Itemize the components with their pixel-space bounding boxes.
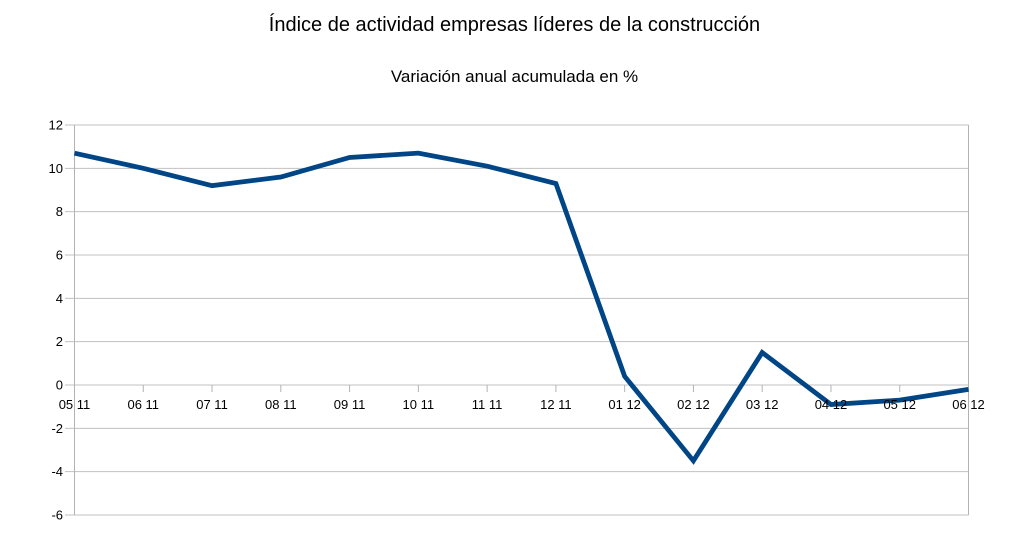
x-axis-category-label: 05 11: [59, 397, 91, 412]
y-axis-tick-label: 2: [56, 334, 63, 349]
y-axis-tick-label: -4: [51, 464, 63, 479]
x-axis-category-label: 01 12: [608, 397, 641, 412]
x-axis-category-label: 02 12: [677, 397, 710, 412]
x-axis-category-label: 07 11: [196, 397, 228, 412]
x-axis-category-label: 10 11: [403, 397, 435, 412]
x-axis-category-label: 09 11: [334, 397, 366, 412]
x-axis-category-label: 03 12: [746, 397, 779, 412]
y-axis-tick-label: 4: [56, 291, 63, 306]
y-axis-tick-label: 8: [56, 204, 63, 219]
chart-subtitle: Variación anual acumulada en %: [390, 67, 639, 86]
x-axis-category-label: 11 11: [472, 397, 503, 412]
x-axis-category-label: 08 11: [265, 397, 297, 412]
x-axis-category-label: 04 12: [815, 397, 848, 412]
x-axis-category-label: 05 12: [883, 397, 916, 412]
y-axis-tick-label: 6: [56, 248, 63, 263]
series-line: [73, 150, 969, 465]
y-axis-tick-label: -6: [51, 508, 63, 523]
x-axis-category-label: 06 11: [127, 397, 159, 412]
x-axis-category-label: 06 12: [952, 397, 985, 412]
y-axis-tick-label: 10: [49, 161, 63, 176]
y-axis-tick-label: -2: [51, 421, 63, 436]
chart-title: Índice de actividad empresas líderes de …: [268, 14, 761, 36]
y-axis-tick-label: 12: [49, 118, 63, 133]
x-axis-category-label: 12 11: [540, 397, 572, 412]
y-axis-tick-label: 0: [56, 378, 63, 393]
